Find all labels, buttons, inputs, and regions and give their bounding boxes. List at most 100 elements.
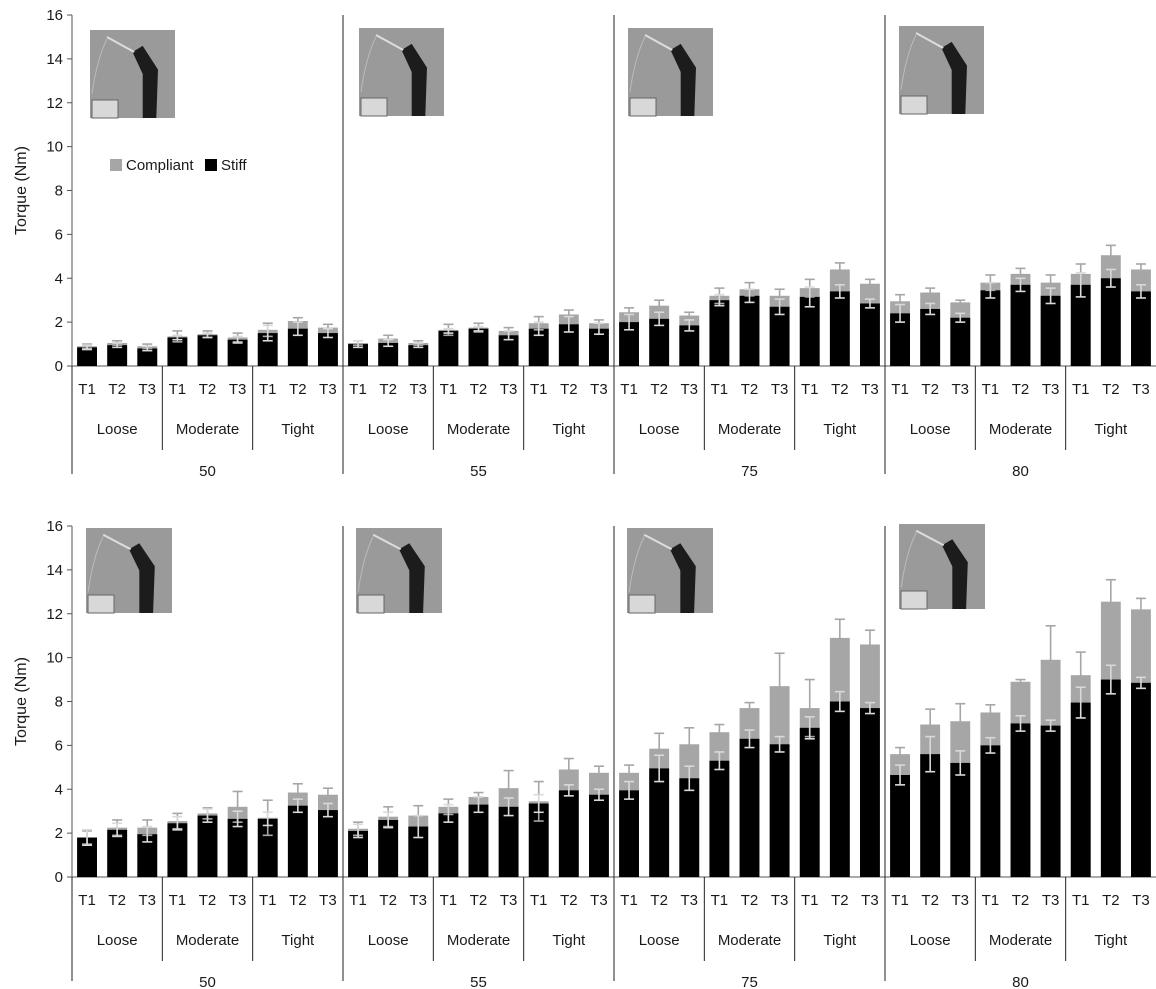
bar-stiff — [77, 347, 97, 366]
bar-stiff — [920, 308, 941, 366]
bar-stiff — [558, 324, 579, 366]
bar-stiff — [890, 313, 910, 366]
x-trial-label: T2 — [921, 381, 939, 398]
x-group-label: 55 — [470, 974, 487, 989]
x-tightness-label: Tight — [823, 932, 857, 949]
x-trial-label: T2 — [379, 381, 397, 398]
wire-shape — [900, 34, 917, 90]
x-tightness-label: Tight — [281, 421, 315, 438]
robot-arm-shape — [132, 45, 158, 119]
x-trial-label: T1 — [440, 381, 458, 398]
y-tick-label: 8 — [55, 183, 63, 200]
bar-stiff — [438, 813, 459, 877]
x-tightness-label: Loose — [97, 932, 138, 949]
x-trial-label: T1 — [530, 381, 548, 398]
wire-shape — [360, 36, 377, 92]
tool-shape — [644, 34, 673, 51]
legend-label-compliant: Compliant — [126, 157, 194, 174]
x-tightness-label: Loose — [97, 421, 138, 438]
x-tightness-label: Moderate — [176, 421, 239, 438]
x-trial-label: T2 — [199, 892, 217, 909]
x-trial-label: T1 — [169, 892, 187, 909]
x-trial-label: T1 — [349, 892, 367, 909]
x-trial-label: T3 — [952, 892, 970, 909]
x-tightness-label: Loose — [368, 932, 409, 949]
x-trial-label: T3 — [1132, 381, 1150, 398]
x-trial-label: T3 — [319, 892, 337, 909]
x-trial-label: T3 — [500, 892, 518, 909]
robot-arm-shape — [399, 543, 425, 613]
x-trial-label: T2 — [1012, 381, 1030, 398]
x-trial-label: T2 — [560, 892, 578, 909]
robot-arm-photo — [359, 28, 444, 117]
wire-shape — [87, 536, 104, 592]
x-trial-label: T2 — [1102, 381, 1120, 398]
monitor-shape — [360, 97, 388, 117]
bar-stiff — [890, 774, 910, 877]
x-trial-label: T3 — [410, 381, 428, 398]
monitor-shape — [357, 594, 385, 614]
legend-swatch-compliant — [110, 159, 122, 171]
x-trial-label: T2 — [289, 892, 307, 909]
x-trial-label: T2 — [199, 381, 217, 398]
bar-stiff — [709, 300, 730, 366]
bar-stiff — [1070, 284, 1091, 366]
x-tightness-label: Loose — [639, 421, 680, 438]
x-trial-label: T1 — [78, 381, 96, 398]
bar-stiff — [769, 306, 790, 366]
wire-shape — [91, 38, 108, 94]
robot-arm-photo — [899, 26, 984, 115]
x-trial-label: T3 — [1042, 381, 1060, 398]
tool-shape — [915, 529, 945, 547]
robot-arm-shape — [401, 43, 427, 117]
x-tightness-label: Tight — [1094, 421, 1128, 438]
x-trial-label: T3 — [590, 381, 608, 398]
x-tightness-label: Tight — [552, 932, 586, 949]
bar-stiff — [1131, 291, 1151, 366]
robot-arm-shape — [941, 41, 967, 115]
x-trial-label: T2 — [650, 892, 668, 909]
monitor-shape — [629, 97, 657, 117]
wire-shape — [357, 536, 374, 592]
bar-stiff — [107, 345, 128, 366]
bar-stiff — [739, 738, 760, 877]
x-tightness-label: Loose — [910, 421, 951, 438]
robot-arm-photo — [356, 528, 442, 614]
bar-stiff — [378, 342, 399, 366]
x-trial-label: T3 — [590, 892, 608, 909]
x-tightness-label: Tight — [281, 932, 315, 949]
tool-shape — [102, 533, 132, 551]
y-tick-label: 6 — [55, 226, 63, 243]
x-tightness-label: Moderate — [176, 932, 239, 949]
x-trial-label: T2 — [470, 381, 488, 398]
bar-stiff — [1040, 295, 1061, 366]
bar-stiff — [77, 837, 97, 877]
y-tick-label: 10 — [46, 139, 63, 156]
x-trial-label: T2 — [289, 381, 307, 398]
bar-stiff — [679, 778, 700, 877]
bar-stiff — [348, 344, 368, 366]
wire-shape — [629, 36, 646, 92]
bar-stiff — [197, 815, 218, 877]
bar-stiff — [950, 317, 971, 366]
y-tick-label: 12 — [46, 95, 63, 112]
bar-stiff — [378, 819, 399, 877]
y-tick-label: 6 — [55, 737, 63, 754]
bar-stiff — [498, 806, 519, 877]
bar-stiff — [589, 794, 609, 877]
x-group-label: 80 — [1012, 463, 1029, 480]
legend-label-stiff: Stiff — [221, 157, 247, 174]
bar-stiff — [649, 318, 670, 366]
bar-stiff — [227, 339, 248, 366]
x-trial-label: T3 — [681, 892, 699, 909]
x-trial-label: T1 — [530, 892, 548, 909]
bar-stiff — [558, 790, 579, 877]
x-trial-label: T2 — [741, 892, 759, 909]
x-tightness-label: Tight — [552, 421, 586, 438]
x-tightness-label: Moderate — [447, 932, 510, 949]
bar-stiff — [799, 727, 820, 877]
bar-stiff — [287, 805, 308, 877]
x-trial-label: T1 — [169, 381, 187, 398]
x-trial-label: T1 — [1072, 381, 1090, 398]
